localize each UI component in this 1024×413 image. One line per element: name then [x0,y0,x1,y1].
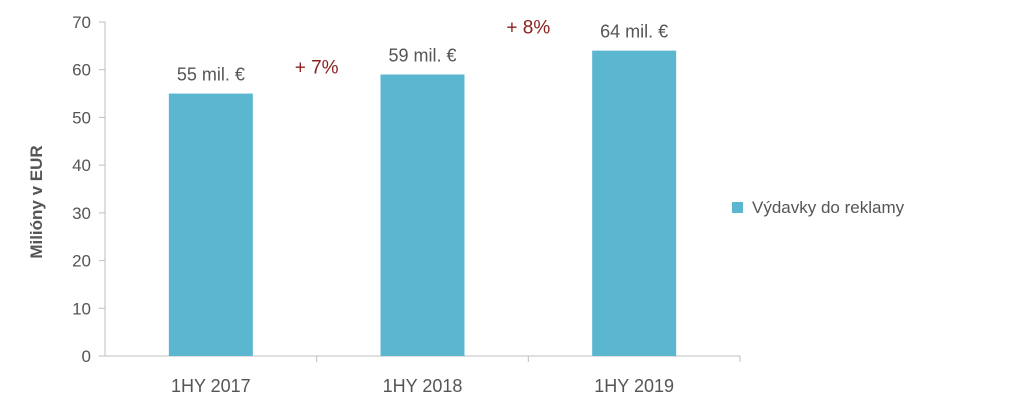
y-tick-label: 10 [72,299,91,318]
data-label: 64 mil. € [600,22,668,42]
bars [168,50,677,357]
y-tick-label: 50 [72,108,91,127]
legend-swatch [732,202,743,213]
y-axis-title: Milióny v EUR [27,145,46,258]
x-tick-label: 1HY 2019 [594,376,674,396]
y-tick-label: 60 [72,61,91,80]
legend: Výdavky do reklamy [732,198,905,217]
growth-annotation: + 7% [295,57,339,78]
legend-label: Výdavky do reklamy [752,198,905,217]
data-label: 55 mil. € [177,65,245,85]
y-tick-label: 40 [72,156,91,175]
y-tick-label: 0 [82,347,91,366]
bar [592,50,677,356]
growth-annotation: + 8% [506,18,550,39]
bar [168,93,253,357]
x-tick-label: 1HY 2017 [171,376,251,396]
y-tick-label: 30 [72,204,91,223]
labels: 55 mil. € 1HY 2017 59 mil. € 1HY 2018 64 mil… [171,18,674,396]
data-label: 59 mil. € [388,45,456,65]
y-tick-label: 70 [72,13,91,32]
bar [380,74,465,356]
y-tick-label: 20 [72,252,91,271]
x-tick-label: 1HY 2018 [383,376,463,396]
